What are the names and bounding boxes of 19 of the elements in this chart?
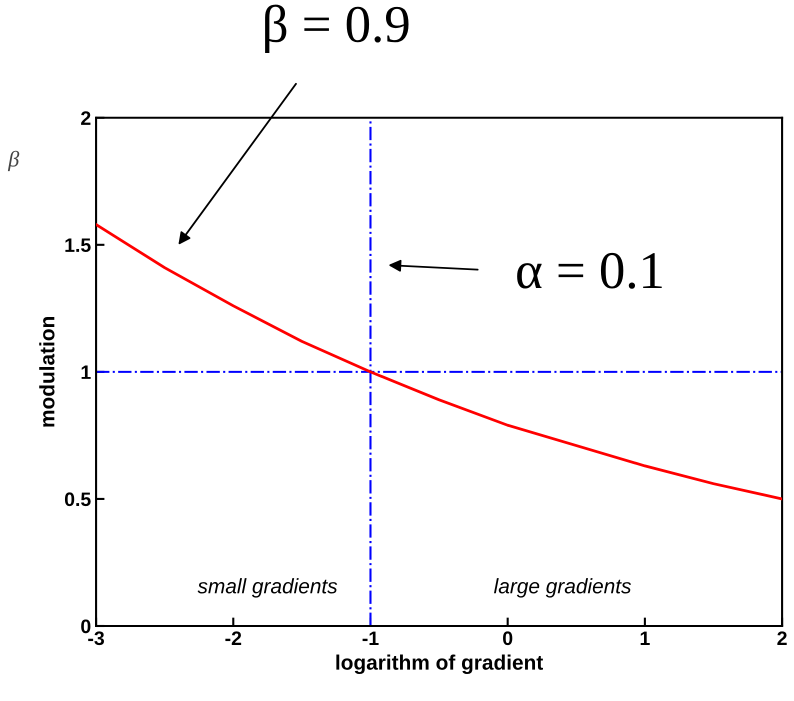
- annotation: small gradients: [198, 578, 338, 598]
- text: β: [8, 150, 20, 172]
- y-tick-label: 0.5: [64, 492, 91, 506]
- y-tick-label: 0: [81, 619, 90, 634]
- x-tick-label: -3: [88, 631, 104, 646]
- text: β = 0.9: [265, 4, 409, 54]
- x-tick-label: -1: [362, 632, 379, 645]
- line-series: [96, 223, 782, 500]
- x-tick-label: 1: [640, 632, 650, 645]
- annotation: large gradients: [494, 578, 632, 598]
- y-tick-label: 1.5: [65, 238, 91, 252]
- y-tick-label: 2: [81, 111, 90, 125]
- x-tick-label: 0: [503, 631, 512, 646]
- annotation: α = 0.1: [517, 252, 662, 289]
- x-axis-title: logarithm of gradient: [336, 654, 543, 674]
- x-tick-label: 2: [777, 631, 787, 645]
- x-tick-label: -2: [225, 631, 242, 645]
- y-axis-title: modulation: [39, 317, 55, 427]
- y-tick-label: 1: [82, 366, 91, 379]
